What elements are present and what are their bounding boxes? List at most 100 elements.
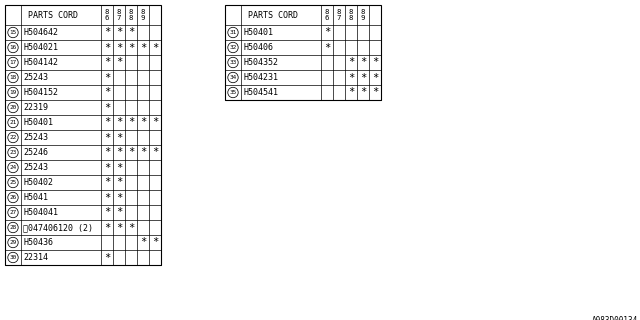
Text: *: *	[128, 148, 134, 157]
Text: *: *	[372, 58, 378, 68]
Bar	[225, 5, 381, 100]
Text: *: *	[104, 207, 110, 218]
Text: 20: 20	[10, 105, 17, 110]
Text: *: *	[128, 222, 134, 233]
Text: *: *	[104, 117, 110, 127]
Text: 8
9: 8 9	[141, 9, 145, 21]
Text: H50436: H50436	[23, 238, 53, 247]
Text: 17: 17	[10, 60, 17, 65]
Text: *: *	[116, 132, 122, 142]
Text: *: *	[128, 117, 134, 127]
Text: H50402: H50402	[23, 178, 53, 187]
Text: 8
6: 8 6	[325, 9, 329, 21]
Text: H50401: H50401	[23, 118, 53, 127]
Text: *: *	[128, 43, 134, 52]
Text: *: *	[140, 117, 146, 127]
Text: 21: 21	[10, 120, 17, 125]
Text: *: *	[348, 73, 354, 83]
Text: H504352: H504352	[243, 58, 278, 67]
Text: 29: 29	[10, 240, 17, 245]
Text: *: *	[360, 58, 366, 68]
Text: *: *	[360, 73, 366, 83]
Text: PARTS CORD: PARTS CORD	[28, 11, 78, 20]
Text: *: *	[104, 28, 110, 37]
Text: *: *	[152, 237, 158, 247]
Text: *: *	[348, 58, 354, 68]
Text: 25243: 25243	[23, 163, 48, 172]
Text: *: *	[116, 117, 122, 127]
Text: H504152: H504152	[23, 88, 58, 97]
Text: *: *	[324, 28, 330, 37]
Text: 33: 33	[229, 60, 237, 65]
Text: *: *	[116, 28, 122, 37]
Text: H504541: H504541	[243, 88, 278, 97]
Text: *: *	[372, 87, 378, 98]
Text: *: *	[152, 43, 158, 52]
Text: *: *	[104, 252, 110, 262]
Text: *: *	[348, 87, 354, 98]
Bar	[5, 5, 161, 265]
Text: 32: 32	[229, 45, 237, 50]
Text: *: *	[152, 148, 158, 157]
Text: 34: 34	[229, 75, 237, 80]
Text: *: *	[104, 87, 110, 98]
Text: *: *	[324, 43, 330, 52]
Text: *: *	[116, 222, 122, 233]
Text: *: *	[140, 148, 146, 157]
Text: *: *	[116, 163, 122, 172]
Text: *: *	[128, 28, 134, 37]
Text: Ⓜ047406120 (2): Ⓜ047406120 (2)	[23, 223, 93, 232]
Text: 28: 28	[10, 225, 17, 230]
Text: 25: 25	[10, 180, 17, 185]
Text: *: *	[140, 43, 146, 52]
Text: *: *	[116, 58, 122, 68]
Text: H504142: H504142	[23, 58, 58, 67]
Text: H504021: H504021	[23, 43, 58, 52]
Text: *: *	[116, 148, 122, 157]
Text: 8
7: 8 7	[337, 9, 341, 21]
Text: 8
7: 8 7	[117, 9, 121, 21]
Text: 30: 30	[10, 255, 17, 260]
Text: 26: 26	[10, 195, 17, 200]
Text: PARTS CORD: PARTS CORD	[248, 11, 298, 20]
Text: 19: 19	[10, 90, 17, 95]
Text: *: *	[104, 163, 110, 172]
Text: 31: 31	[229, 30, 237, 35]
Text: *: *	[152, 117, 158, 127]
Text: *: *	[360, 87, 366, 98]
Text: 22314: 22314	[23, 253, 48, 262]
Text: 25246: 25246	[23, 148, 48, 157]
Text: 27: 27	[10, 210, 17, 215]
Text: *: *	[116, 43, 122, 52]
Text: *: *	[104, 58, 110, 68]
Text: *: *	[104, 132, 110, 142]
Text: 18: 18	[10, 75, 17, 80]
Text: H504642: H504642	[23, 28, 58, 37]
Text: H50406: H50406	[243, 43, 273, 52]
Text: *: *	[104, 73, 110, 83]
Text: *: *	[140, 237, 146, 247]
Text: 15: 15	[10, 30, 17, 35]
Text: H504231: H504231	[243, 73, 278, 82]
Text: *: *	[104, 43, 110, 52]
Text: 16: 16	[10, 45, 17, 50]
Text: 35: 35	[229, 90, 237, 95]
Text: *: *	[104, 102, 110, 113]
Text: 8
9: 8 9	[361, 9, 365, 21]
Text: *: *	[104, 148, 110, 157]
Text: 25243: 25243	[23, 73, 48, 82]
Text: 22319: 22319	[23, 103, 48, 112]
Text: *: *	[104, 222, 110, 233]
Text: *: *	[116, 207, 122, 218]
Text: 23: 23	[10, 150, 17, 155]
Text: H5041: H5041	[23, 193, 48, 202]
Text: 8
6: 8 6	[105, 9, 109, 21]
Text: H50401: H50401	[243, 28, 273, 37]
Text: *: *	[104, 193, 110, 203]
Text: 24: 24	[10, 165, 17, 170]
Text: A083D00134: A083D00134	[592, 316, 638, 320]
Text: *: *	[372, 73, 378, 83]
Text: 8
8: 8 8	[129, 9, 133, 21]
Text: *: *	[116, 193, 122, 203]
Text: H504041: H504041	[23, 208, 58, 217]
